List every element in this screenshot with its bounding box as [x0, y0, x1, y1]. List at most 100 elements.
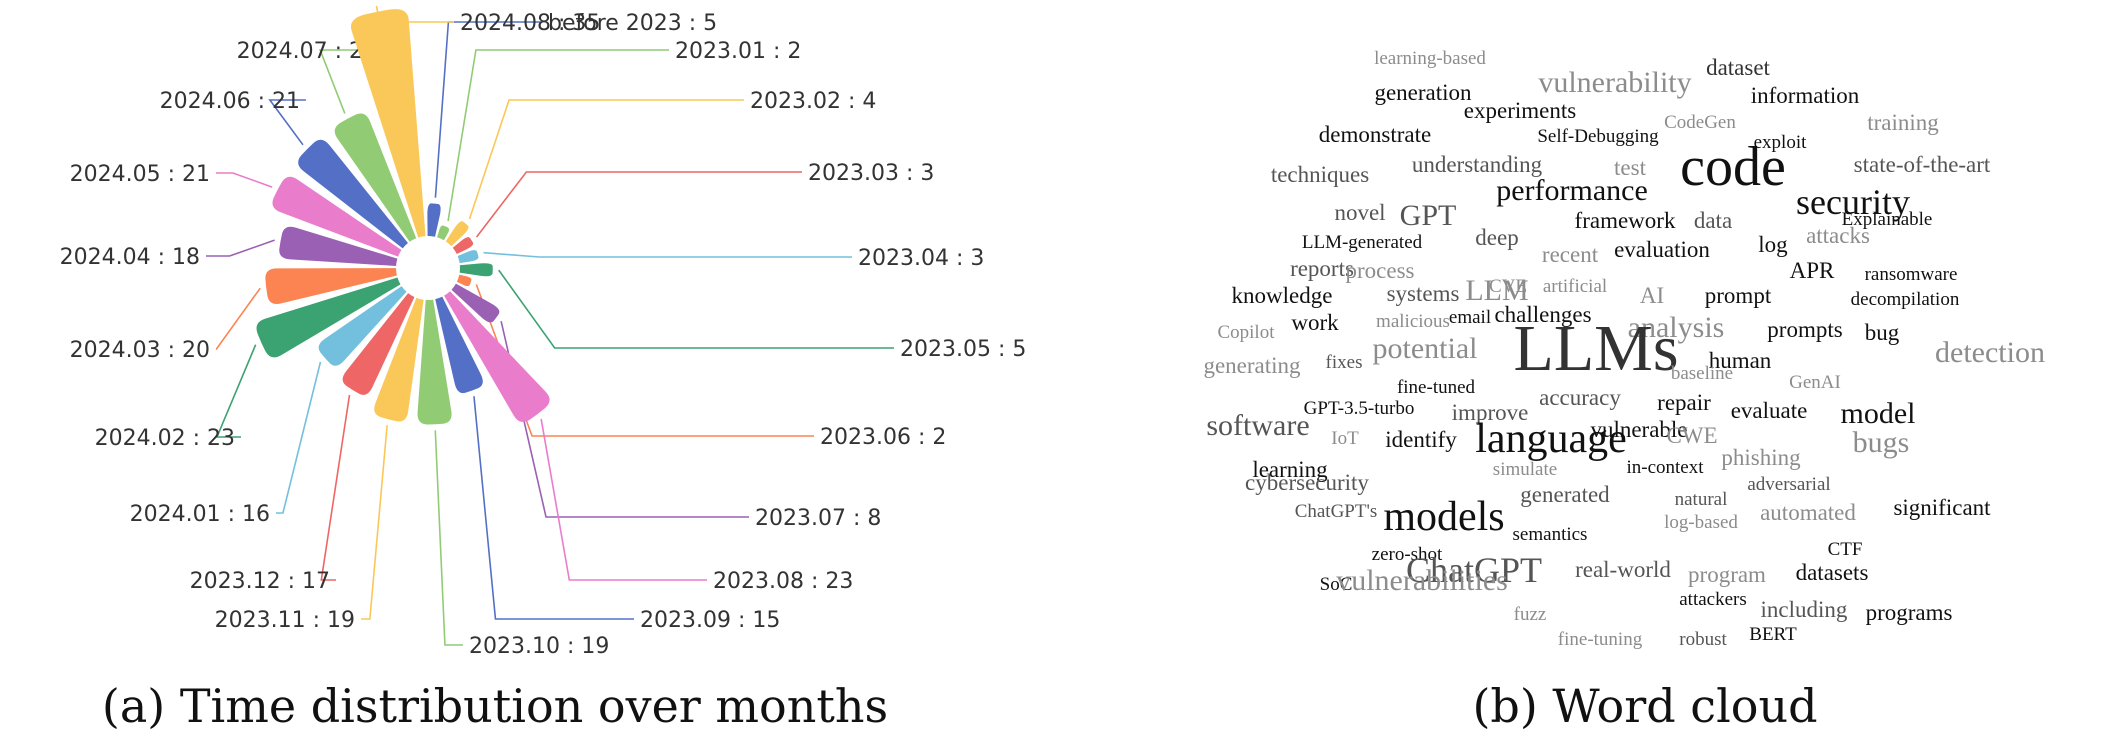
- word-cloud-word: vulnerable: [1590, 417, 1687, 442]
- rose-segment-2023.03: [452, 237, 474, 255]
- word-cloud-word: exploit: [1754, 132, 1807, 153]
- word-cloud-word: evaluation: [1614, 237, 1710, 262]
- word-cloud-word: evaluate: [1731, 398, 1808, 423]
- rose-segment-2023.11: [374, 297, 424, 422]
- rose-label: 2023.02 : 4: [750, 89, 876, 114]
- word-cloud-word: fuzz: [1514, 604, 1547, 625]
- rose-label: 2023.11 : 19: [215, 608, 355, 633]
- word-cloud-word: LLM: [1465, 274, 1528, 307]
- word-cloud-word: state-of-the-art: [1854, 152, 1991, 177]
- word-cloud-word: GPT: [1400, 199, 1457, 232]
- word-cloud-word: novel: [1334, 200, 1385, 225]
- rose-segment-2024.03: [265, 268, 397, 305]
- word-cloud-word: generation: [1374, 80, 1472, 105]
- rose-segment-2023.09: [435, 296, 483, 394]
- word-cloud-word: techniques: [1271, 162, 1369, 187]
- word-cloud-word: GPT-3.5-turbo: [1304, 398, 1415, 419]
- word-cloud-word: demonstrate: [1319, 122, 1431, 147]
- word-cloud-word: knowledge: [1232, 283, 1333, 308]
- rose-segment-2023.06: [456, 274, 472, 287]
- word-cloud-word: including: [1761, 597, 1848, 622]
- word-cloud-word: programs: [1866, 600, 1953, 625]
- word-cloud-word: improve: [1452, 400, 1529, 425]
- rose-segment-2024.06: [298, 139, 408, 249]
- word-cloud-word: dataset: [1706, 55, 1770, 80]
- word-cloud-word: process: [1346, 258, 1415, 283]
- word-cloud-word: ChatGPT: [1406, 550, 1542, 590]
- rose-segment-2023.02: [445, 221, 469, 247]
- word-cloud: learning-based vulnerability dataset genera…: [1203, 48, 2045, 650]
- rose-segment-2024.08: [350, 9, 426, 238]
- word-cloud-word: natural: [1675, 489, 1728, 510]
- rose-segment-2024.07: [334, 113, 417, 242]
- rose-segment-2023.01: [437, 225, 450, 241]
- word-cloud-word: framework: [1575, 208, 1676, 233]
- word-cloud-word: training: [1867, 110, 1939, 135]
- word-cloud-word: human: [1709, 348, 1772, 373]
- word-cloud-word: information: [1751, 83, 1860, 108]
- word-cloud-word: bug: [1865, 320, 1900, 345]
- rose-segment-2024.04: [279, 226, 398, 266]
- word-cloud-word: robust: [1679, 629, 1727, 650]
- rose-label: 2023.04 : 3: [858, 246, 984, 271]
- word-cloud-word: vulnerability: [1538, 66, 1691, 99]
- word-cloud-word: Explainable: [1842, 209, 1933, 230]
- word-cloud-word: GenAI: [1789, 372, 1841, 393]
- word-cloud-word: model: [1841, 397, 1916, 430]
- rose-segment-2023.10: [417, 299, 452, 425]
- word-cloud-word: LLM-generated: [1302, 232, 1423, 253]
- rose-segment-2023.12: [342, 293, 415, 395]
- caption-b: (b) Word cloud: [1472, 679, 1817, 733]
- rose-segment-2023.05: [459, 263, 493, 277]
- caption-a: (a) Time distribution over months: [102, 679, 888, 733]
- rose-segment-2023.04: [457, 250, 479, 264]
- word-cloud-word: CVE: [1489, 276, 1527, 297]
- word-cloud-word: accuracy: [1539, 385, 1621, 410]
- word-cloud-word: phishing: [1721, 445, 1801, 470]
- rose-label: before 2023 : 5: [548, 11, 717, 36]
- rose-label: 2023.06 : 2: [820, 425, 946, 450]
- rose-label: 2023.09 : 15: [640, 608, 780, 633]
- rose-segment-2023.07: [451, 283, 500, 323]
- word-cloud-word: attackers: [1679, 589, 1747, 610]
- rose-leader-line: [473, 396, 634, 620]
- rose-leader-line: [434, 430, 463, 646]
- word-cloud-word: artificial: [1543, 276, 1607, 297]
- word-cloud-word: fine-tuned: [1397, 377, 1476, 398]
- rose-leader-line: [206, 239, 275, 257]
- word-cloud-word: test: [1614, 155, 1647, 180]
- rose-label: 2023.08 : 23: [713, 569, 853, 594]
- word-cloud-word: IoT: [1331, 428, 1359, 449]
- rose-leader-line: [361, 425, 388, 620]
- rose-leader-line: [483, 251, 852, 258]
- word-cloud-word: APR: [1790, 258, 1835, 283]
- word-cloud-word: CTF: [1828, 539, 1863, 560]
- rose-label: 2024.02 : 23: [95, 426, 235, 451]
- word-cloud-word: recent: [1542, 242, 1599, 267]
- word-cloud-word: CodeGen: [1664, 112, 1736, 133]
- word-cloud-word: bugs: [1853, 426, 1910, 459]
- rose-leader-line: [540, 418, 707, 581]
- rose-label: 2023.05 : 5: [900, 337, 1026, 362]
- word-cloud-word: generating: [1203, 353, 1301, 378]
- word-cloud-word: semantics: [1513, 524, 1588, 545]
- rose-label: 2023.03 : 3: [808, 161, 934, 186]
- rose-leader-line: [215, 287, 261, 350]
- rose-segment-2024.01: [318, 286, 407, 366]
- rose-label: 2024.03 : 20: [70, 338, 210, 363]
- word-cloud-word: repair: [1657, 390, 1711, 415]
- rose-leader-line: [215, 344, 257, 438]
- word-cloud-word: understanding: [1412, 152, 1543, 177]
- rose-label: 2023.12 : 17: [190, 569, 330, 594]
- word-cloud-word: identify: [1385, 427, 1457, 452]
- word-cloud-word: language: [1475, 416, 1627, 462]
- word-cloud-word: SoC: [1320, 574, 1353, 595]
- rose-leader-line: [498, 269, 894, 349]
- word-cloud-word: zero-shot: [1372, 544, 1443, 565]
- rose-segment-2023.08: [444, 291, 550, 423]
- word-cloud-word: software: [1206, 409, 1309, 442]
- word-cloud-word: learning-based: [1374, 48, 1486, 69]
- word-cloud-word: experiments: [1464, 98, 1576, 123]
- word-cloud-word: log: [1758, 232, 1788, 257]
